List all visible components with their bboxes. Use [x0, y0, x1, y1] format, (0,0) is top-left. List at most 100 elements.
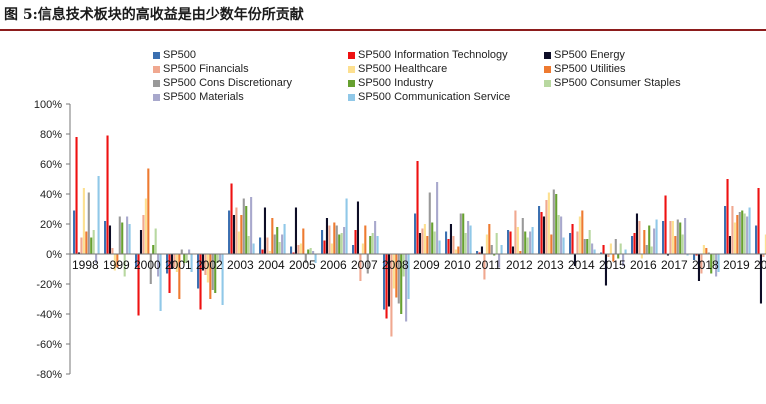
bar-sp500-cons-discretionary-2012	[521, 218, 524, 254]
y-tick-label: -80%	[36, 369, 62, 381]
y-tick-label: 60%	[40, 159, 62, 171]
bar-sp500-information-technology-2017	[664, 195, 667, 254]
bar-sp500-2018	[693, 254, 696, 260]
figure-title: 图 5:信息技术板块的高收益是由少数年份所贡献	[4, 7, 304, 23]
bar-sp500-materials-2018	[715, 254, 718, 277]
bar-sp500-consumer-staples-2015	[619, 243, 622, 254]
bar-sp500-financials-2000	[142, 215, 145, 254]
legend-item: SP500 Industry	[348, 77, 433, 89]
y-tick-label: 0%	[46, 249, 62, 261]
bar-sp500-2020	[755, 225, 758, 254]
x-tick-label: 1999	[103, 258, 130, 272]
bar-sp500-consumer-staples-2006	[340, 233, 343, 254]
bar-sp500-information-technology-2015	[602, 245, 605, 254]
bar-sp500-energy-2016	[635, 213, 639, 254]
bar-sp500-communication-service-2011	[500, 245, 503, 254]
bar-sp500-energy-2010	[449, 224, 453, 254]
bar-sp500-energy-2009	[418, 233, 422, 254]
bar-sp500-energy-1999	[108, 225, 112, 254]
legend-swatch	[544, 51, 551, 59]
x-tick-label: 2000	[134, 258, 161, 272]
bar-sp500-consumer-staples-2005	[309, 248, 312, 254]
bar-sp500-industry-2000	[152, 245, 155, 254]
bar-sp500-information-technology-2004	[261, 249, 264, 254]
x-tick-label: 2008	[382, 258, 409, 272]
legend-item: SP500 Financials	[153, 63, 249, 75]
x-tick-label: 2010	[444, 258, 471, 272]
x-tick-label: 2009	[413, 258, 440, 272]
bar-sp500-consumer-staples-2010	[464, 233, 467, 254]
legend-item: SP500 Energy	[544, 49, 625, 61]
bar-sp500-energy-2014	[573, 254, 577, 266]
x-tick-label: 2006	[320, 258, 347, 272]
bar-sp500-industry-2013	[555, 194, 558, 254]
bar-sp500-2014	[569, 233, 572, 254]
bar-sp500-financials-2012	[514, 210, 517, 254]
x-tick-label: 2002	[196, 258, 223, 272]
bar-sp500-utilities-2015	[612, 254, 615, 262]
x-tick-label: 2001	[165, 258, 192, 272]
bar-sp500-communication-service-2015	[624, 249, 627, 254]
bar-sp500-communication-service-2012	[531, 227, 534, 254]
bar-sp500-materials-2016	[653, 228, 656, 254]
bar-sp500-materials-2010	[467, 221, 470, 254]
legend-label: SP500 Financials	[163, 63, 249, 75]
bar-sp500-1998	[73, 210, 76, 254]
bar-sp500-information-technology-2001	[168, 254, 171, 293]
bar-sp500-2001	[166, 254, 169, 274]
x-tick-label: 2003	[227, 258, 254, 272]
x-tick-label: 2015	[599, 258, 626, 272]
bar-sp500-cons-discretionary-2010	[459, 213, 462, 254]
bar-sp500-utilities-2019	[736, 215, 739, 254]
x-tick-label: 2013	[537, 258, 564, 272]
bar-sp500-2012	[507, 230, 510, 254]
bar-sp500-energy-2011	[480, 246, 484, 254]
x-tick-label: 1998	[72, 258, 99, 272]
bar-sp500-industry-2016	[648, 225, 651, 254]
bar-sp500-2019	[724, 206, 727, 254]
bar-sp500-utilities-1999	[116, 254, 119, 268]
y-tick-label: 80%	[40, 129, 62, 141]
legend-swatch	[348, 79, 355, 87]
bar-sp500-industry-2004	[276, 227, 279, 254]
bar-sp500-industry-2006	[338, 234, 341, 254]
bar-sp500-information-technology-2019	[726, 179, 729, 254]
legend-item: SP500 Utilities	[544, 63, 626, 75]
bar-sp500-2002	[197, 254, 200, 289]
y-tick-label: 20%	[40, 219, 62, 231]
x-tick-label: 2011	[475, 258, 501, 272]
bar-sp500-energy-1998	[77, 252, 81, 254]
bar-sp500-financials-2009	[421, 228, 424, 254]
bar-sp500-financials-2014	[576, 231, 579, 254]
bar-sp500-utilities-2011	[488, 224, 491, 254]
bar-sp500-industry-2008	[400, 254, 403, 314]
bar-sp500-utilities-2006	[333, 222, 336, 254]
bar-sp500-materials-1999	[126, 216, 129, 254]
bar-sp500-2004	[259, 237, 262, 254]
legend-label: SP500 Healthcare	[358, 63, 448, 75]
bar-sp500-healthcare-1998	[82, 188, 85, 254]
x-tick-label: 2014	[568, 258, 595, 272]
bar-sp500-utilities-2018	[705, 248, 708, 254]
bar-sp500-1999	[104, 221, 107, 254]
bar-sp500-industry-2018	[710, 254, 713, 274]
bar-sp500-materials-2009	[436, 182, 439, 254]
bar-sp500-utilities-2001	[178, 254, 181, 299]
bar-sp500-materials-2012	[529, 231, 532, 254]
bar-sp500-utilities-1998	[85, 231, 88, 254]
bar-sp500-information-technology-1998	[75, 137, 78, 254]
bar-sp500-utilities-2002	[209, 254, 212, 299]
bar-sp500-information-technology-1999	[106, 135, 109, 254]
bar-sp500-energy-2018	[697, 254, 701, 281]
bar-sp500-cons-discretionary-2013	[552, 189, 555, 254]
title-rule	[0, 29, 766, 31]
title-bar: 图 5:信息技术板块的高收益是由少数年份所贡献	[0, 0, 766, 31]
bar-sp500-cons-discretionary-2009	[428, 192, 431, 254]
legend-label: SP500	[163, 49, 197, 61]
bar-sp500-financials-1999	[111, 248, 114, 254]
bar-sp500-communication-service-1998	[97, 176, 100, 254]
bar-sp500-healthcare-2017	[671, 221, 674, 254]
bar-sp500-consumer-staples-2016	[650, 246, 653, 254]
legend-swatch	[348, 51, 355, 59]
bar-sp500-industry-2005	[307, 249, 310, 254]
